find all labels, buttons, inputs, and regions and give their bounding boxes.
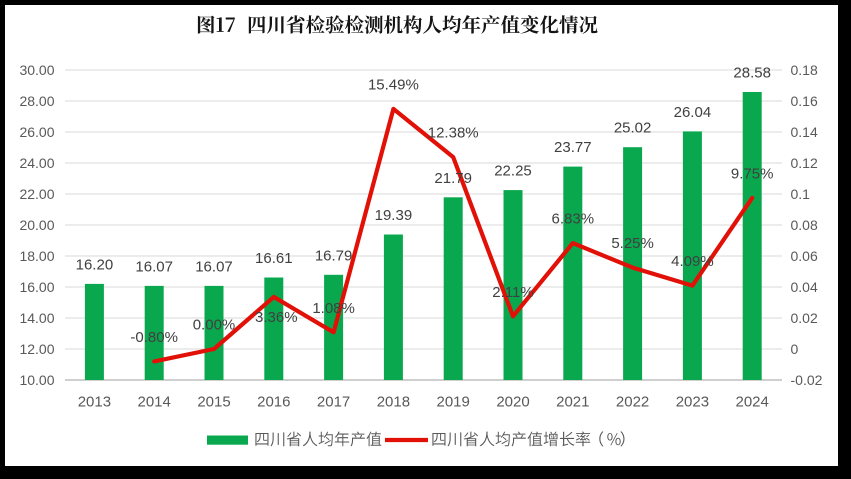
svg-text:12.00: 12.00 xyxy=(19,341,54,357)
svg-text:16.20: 16.20 xyxy=(76,256,114,273)
svg-text:2013: 2013 xyxy=(78,394,111,411)
svg-text:0.14: 0.14 xyxy=(791,124,818,140)
svg-text:2023: 2023 xyxy=(676,394,709,411)
svg-text:-0.02: -0.02 xyxy=(791,372,823,388)
svg-text:2017: 2017 xyxy=(317,394,350,411)
svg-text:2018: 2018 xyxy=(377,394,410,411)
svg-text:16.07: 16.07 xyxy=(195,258,233,275)
svg-text:15.49%: 15.49% xyxy=(368,76,419,93)
svg-text:30.00: 30.00 xyxy=(19,62,54,78)
svg-text:16.61: 16.61 xyxy=(255,250,293,267)
svg-text:23.77: 23.77 xyxy=(554,139,592,156)
svg-text:2024: 2024 xyxy=(736,394,769,411)
svg-text:6.83%: 6.83% xyxy=(552,211,595,228)
svg-text:26.04: 26.04 xyxy=(674,104,712,121)
svg-text:20.00: 20.00 xyxy=(19,217,54,233)
svg-text:5.25%: 5.25% xyxy=(611,235,654,252)
svg-text:2016: 2016 xyxy=(257,394,290,411)
svg-text:22.25: 22.25 xyxy=(494,163,532,180)
svg-text:18.00: 18.00 xyxy=(19,248,54,264)
svg-text:12.38%: 12.38% xyxy=(428,125,479,142)
svg-text:28.58: 28.58 xyxy=(733,65,771,82)
svg-text:21.79: 21.79 xyxy=(434,170,472,187)
svg-text:1.08%: 1.08% xyxy=(312,300,355,317)
svg-text:0.06: 0.06 xyxy=(791,248,818,264)
svg-text:2020: 2020 xyxy=(496,394,529,411)
svg-text:2.11%: 2.11% xyxy=(492,284,533,301)
svg-text:3.36%: 3.36% xyxy=(255,309,298,326)
svg-text:24.00: 24.00 xyxy=(19,155,54,171)
svg-text:0.18: 0.18 xyxy=(791,62,818,78)
svg-text:26.00: 26.00 xyxy=(19,124,54,140)
svg-text:22.00: 22.00 xyxy=(19,186,54,202)
svg-text:0.12: 0.12 xyxy=(791,155,818,171)
svg-text:10.00: 10.00 xyxy=(19,372,54,388)
svg-text:4.09%: 4.09% xyxy=(671,253,714,270)
svg-text:19.39: 19.39 xyxy=(375,207,413,224)
svg-text:28.00: 28.00 xyxy=(19,93,54,109)
svg-text:2019: 2019 xyxy=(437,394,470,411)
svg-text:16.00: 16.00 xyxy=(19,279,54,295)
svg-text:0.04: 0.04 xyxy=(791,279,818,295)
svg-text:14.00: 14.00 xyxy=(19,310,54,326)
svg-text:0.08: 0.08 xyxy=(791,217,818,233)
svg-text:0: 0 xyxy=(791,341,799,357)
svg-text:2015: 2015 xyxy=(197,394,230,411)
svg-text:2014: 2014 xyxy=(138,394,171,411)
svg-text:2021: 2021 xyxy=(556,394,589,411)
svg-text:9.75%: 9.75% xyxy=(731,165,774,182)
svg-text:0.00%: 0.00% xyxy=(193,317,236,334)
svg-text:0.16: 0.16 xyxy=(791,93,818,109)
svg-text:16.07: 16.07 xyxy=(135,258,173,275)
svg-text:0.1: 0.1 xyxy=(791,186,811,202)
svg-text:0.02: 0.02 xyxy=(791,310,818,326)
svg-text:-0.80%: -0.80% xyxy=(130,329,178,346)
svg-text:16.79: 16.79 xyxy=(315,247,353,264)
svg-text:2022: 2022 xyxy=(616,394,649,411)
svg-text:25.02: 25.02 xyxy=(614,120,652,137)
